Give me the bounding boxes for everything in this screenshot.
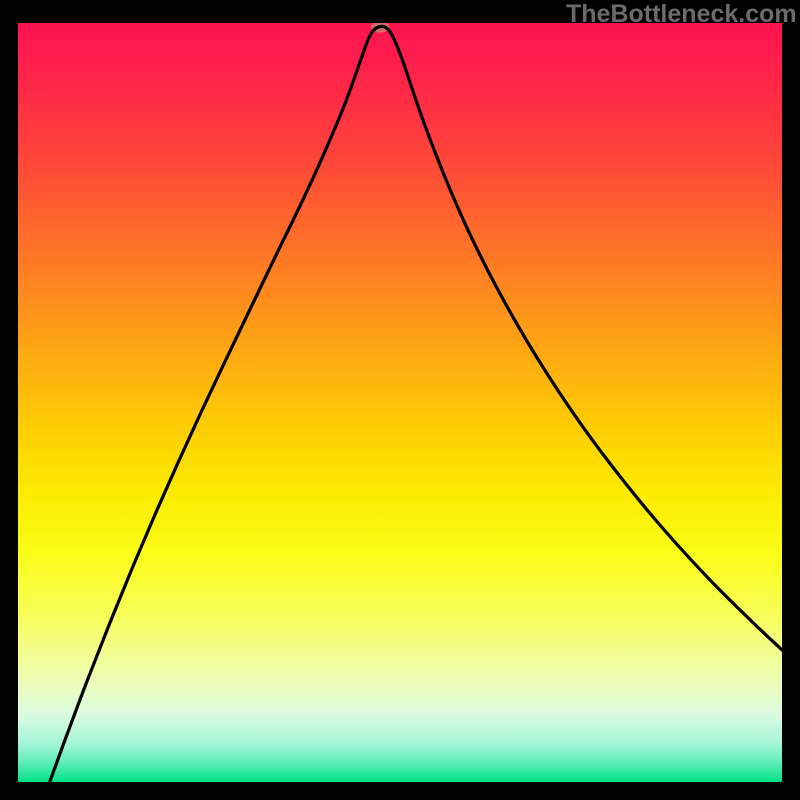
bottleneck-chart: [18, 23, 782, 782]
gradient-background: [18, 23, 782, 782]
watermark-text: TheBottleneck.com: [566, 0, 797, 29]
